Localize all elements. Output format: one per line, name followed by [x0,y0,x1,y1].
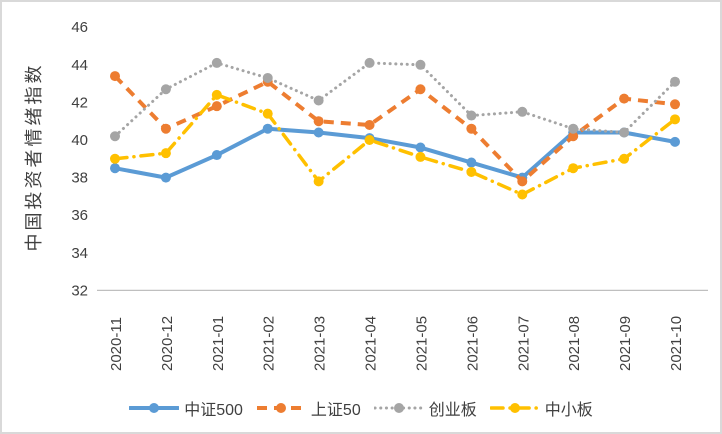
marker-中小板-2021-05 [415,151,426,162]
marker-中小板-2021-06 [466,166,477,177]
marker-创业板-2021-02 [262,72,273,83]
legend-line-sample [489,403,540,413]
marker-中小板-2021-04 [364,135,375,145]
legend-item-创业板: 创业板 [373,396,477,420]
marker-中证500-2021-05 [415,142,426,153]
marker-创业板-2021-07 [517,106,528,117]
marker-创业板-2020-11 [110,131,120,142]
legend: 中证500 上证50 创业板 中小板 [2,396,720,420]
legend-label: 上证50 [310,402,361,419]
y-axis-title: 中国投资者情绪指数 [24,62,44,252]
marker-上证50-2020-12 [160,123,171,134]
y-tick-label: 42 [71,94,88,111]
marker-中小板-2020-11 [110,153,120,164]
marker-中证500-2021-02 [262,123,273,134]
marker-上证50-2021-07 [517,176,528,187]
legend-item-上证50: 上证50 [256,396,361,420]
marker-中证500-2020-12 [160,172,171,183]
marker-中小板-2021-09 [619,153,630,164]
x-tick-label: 2021-04 [363,316,380,371]
marker-上证50-2021-09 [619,93,630,104]
y-tick-label: 32 [71,282,88,299]
series-line-中小板 [113,93,677,197]
legend-label: 中小板 [544,402,593,419]
y-tick-label: 44 [71,57,88,74]
x-tick-label: 2020-12 [159,316,176,371]
series-line-上证50 [113,74,676,184]
marker-创业板-2021-08 [568,123,579,134]
marker-中小板-2021-10 [670,114,681,125]
marker-中小板-2021-07 [517,189,528,200]
legend-label: 创业板 [428,402,477,419]
x-tick-label: 2021-07 [515,316,532,371]
marker-中小板-2021-02 [262,108,273,119]
series-line-中证500 [113,126,678,180]
marker-上证50-2021-05 [415,84,426,95]
marker-上证50-2021-03 [313,116,324,127]
x-tick-label: 2021-08 [566,316,583,371]
legend-label: 中证500 [184,402,243,419]
y-tick-label: 46 [71,19,88,36]
marker-创业板-2021-10 [670,76,681,87]
x-tick-label: 2021-09 [617,316,634,371]
marker-中证500-2021-01 [211,150,222,161]
x-tick-label: 2021-03 [312,316,329,371]
y-tick-label: 40 [71,132,88,149]
legend-item-中小板: 中小板 [489,396,593,420]
y-tick-label: 38 [71,170,88,187]
x-tick-label: 2020-11 [108,317,125,371]
marker-创业板-2021-09 [619,127,630,138]
legend-line-sample [256,403,305,413]
marker-中证500-2021-03 [313,127,324,138]
marker-中小板-2021-01 [211,89,222,100]
x-tick-label: 2021-06 [464,316,481,371]
marker-中证500-2021-06 [466,157,477,168]
marker-上证50-2021-08 [568,131,579,142]
y-tick-label: 36 [71,207,88,224]
x-tick-label: 2021-02 [261,316,278,371]
x-tick-label: 2021-05 [413,316,430,371]
marker-上证50-2021-06 [466,123,477,134]
marker-上证50-2021-01 [211,101,222,112]
legend-line-sample [373,403,424,413]
marker-创业板-2021-04 [364,57,375,68]
marker-中证500-2021-10 [670,136,681,147]
marker-创业板-2021-06 [466,110,477,121]
marker-创业板-2021-03 [313,95,324,106]
legend-item-中证500: 中证500 [129,396,243,420]
marker-创业板-2021-01 [211,57,222,68]
marker-上证50-2020-11 [110,71,120,82]
marker-上证50-2021-04 [364,119,375,130]
x-tick-label: 2021-01 [210,316,227,371]
marker-中小板-2020-12 [160,148,171,159]
marker-中小板-2021-03 [313,176,324,187]
y-tick-label: 34 [71,245,88,262]
marker-中小板-2021-08 [568,163,579,174]
marker-上证50-2021-10 [670,99,681,110]
marker-创业板-2021-05 [415,59,426,70]
marker-中证500-2020-11 [110,163,120,174]
marker-创业板-2020-12 [160,84,171,95]
legend-line-sample [129,403,180,413]
series-line-创业板 [113,61,677,138]
x-tick-label: 2021-10 [668,316,685,371]
